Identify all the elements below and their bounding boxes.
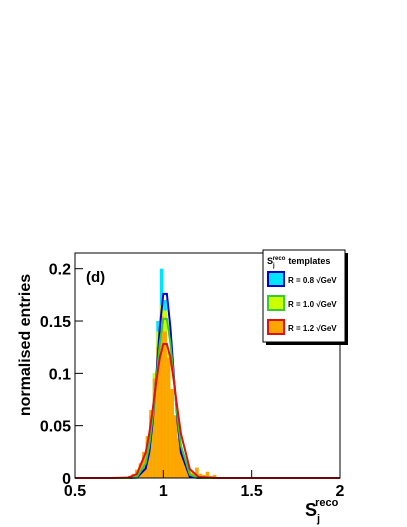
histogram-bar — [159, 315, 164, 478]
x-axis-label: Sj reco — [305, 497, 339, 525]
x-label-base: S — [305, 500, 317, 520]
legend-label: R = 1.0 √GeV — [288, 300, 337, 309]
histogram-bar — [198, 473, 203, 478]
fit-curve — [75, 317, 340, 479]
legend-swatch — [267, 295, 285, 311]
y-tick-label: 0 — [62, 471, 71, 488]
histogram-bar — [152, 378, 157, 478]
histogram-bar — [212, 474, 217, 478]
histogram-bar — [181, 454, 185, 478]
histogram-bar — [184, 464, 189, 478]
x-tick-label: 2 — [336, 483, 345, 500]
histogram-bar — [177, 438, 181, 478]
x-tick-label: 1 — [159, 483, 168, 500]
y-tick-label: 0.05 — [40, 419, 71, 436]
histogram-bar — [166, 357, 171, 478]
legend-title-sub: j — [272, 263, 275, 269]
legend-title-base: S — [267, 256, 273, 266]
y-tick-label: 0.15 — [40, 314, 71, 331]
legend-label: R = 0.8 √GeV — [288, 276, 337, 285]
histogram-bar — [163, 331, 167, 478]
legend-swatch — [267, 319, 285, 335]
fit-curve — [75, 343, 340, 479]
x-tick-label: 1.5 — [241, 483, 263, 500]
x-label-sub: j — [316, 513, 320, 525]
legend: Sjreco templates R = 0.8 √GeV R = 1.0 √GeV… — [262, 249, 348, 345]
legend-title-sup: reco — [273, 256, 286, 262]
plot-frame — [74, 252, 341, 479]
histogram-bar — [205, 471, 210, 478]
y-tick-label: 0.1 — [49, 366, 71, 383]
histogram-bar — [170, 389, 174, 478]
legend-entries: R = 0.8 √GeV R = 1.0 √GeV R = 1.2 √GeV — [267, 271, 337, 335]
y-tick-label: 0.2 — [49, 262, 71, 279]
plot-marks — [75, 268, 340, 479]
legend-title: Sjreco templates — [267, 256, 330, 269]
legend-swatch — [267, 271, 285, 287]
histogram-bar — [156, 347, 160, 478]
annotation: (d) — [86, 269, 105, 286]
legend-title-text: templates — [288, 256, 330, 266]
y-axis-label: normalised entries — [17, 274, 34, 416]
x-tick-label: 0.5 — [64, 483, 86, 500]
x-label-sup: reco — [315, 497, 339, 509]
legend-label: R = 1.2 √GeV — [288, 324, 337, 333]
histogram-bar — [195, 467, 199, 478]
histogram-bar — [173, 415, 178, 478]
